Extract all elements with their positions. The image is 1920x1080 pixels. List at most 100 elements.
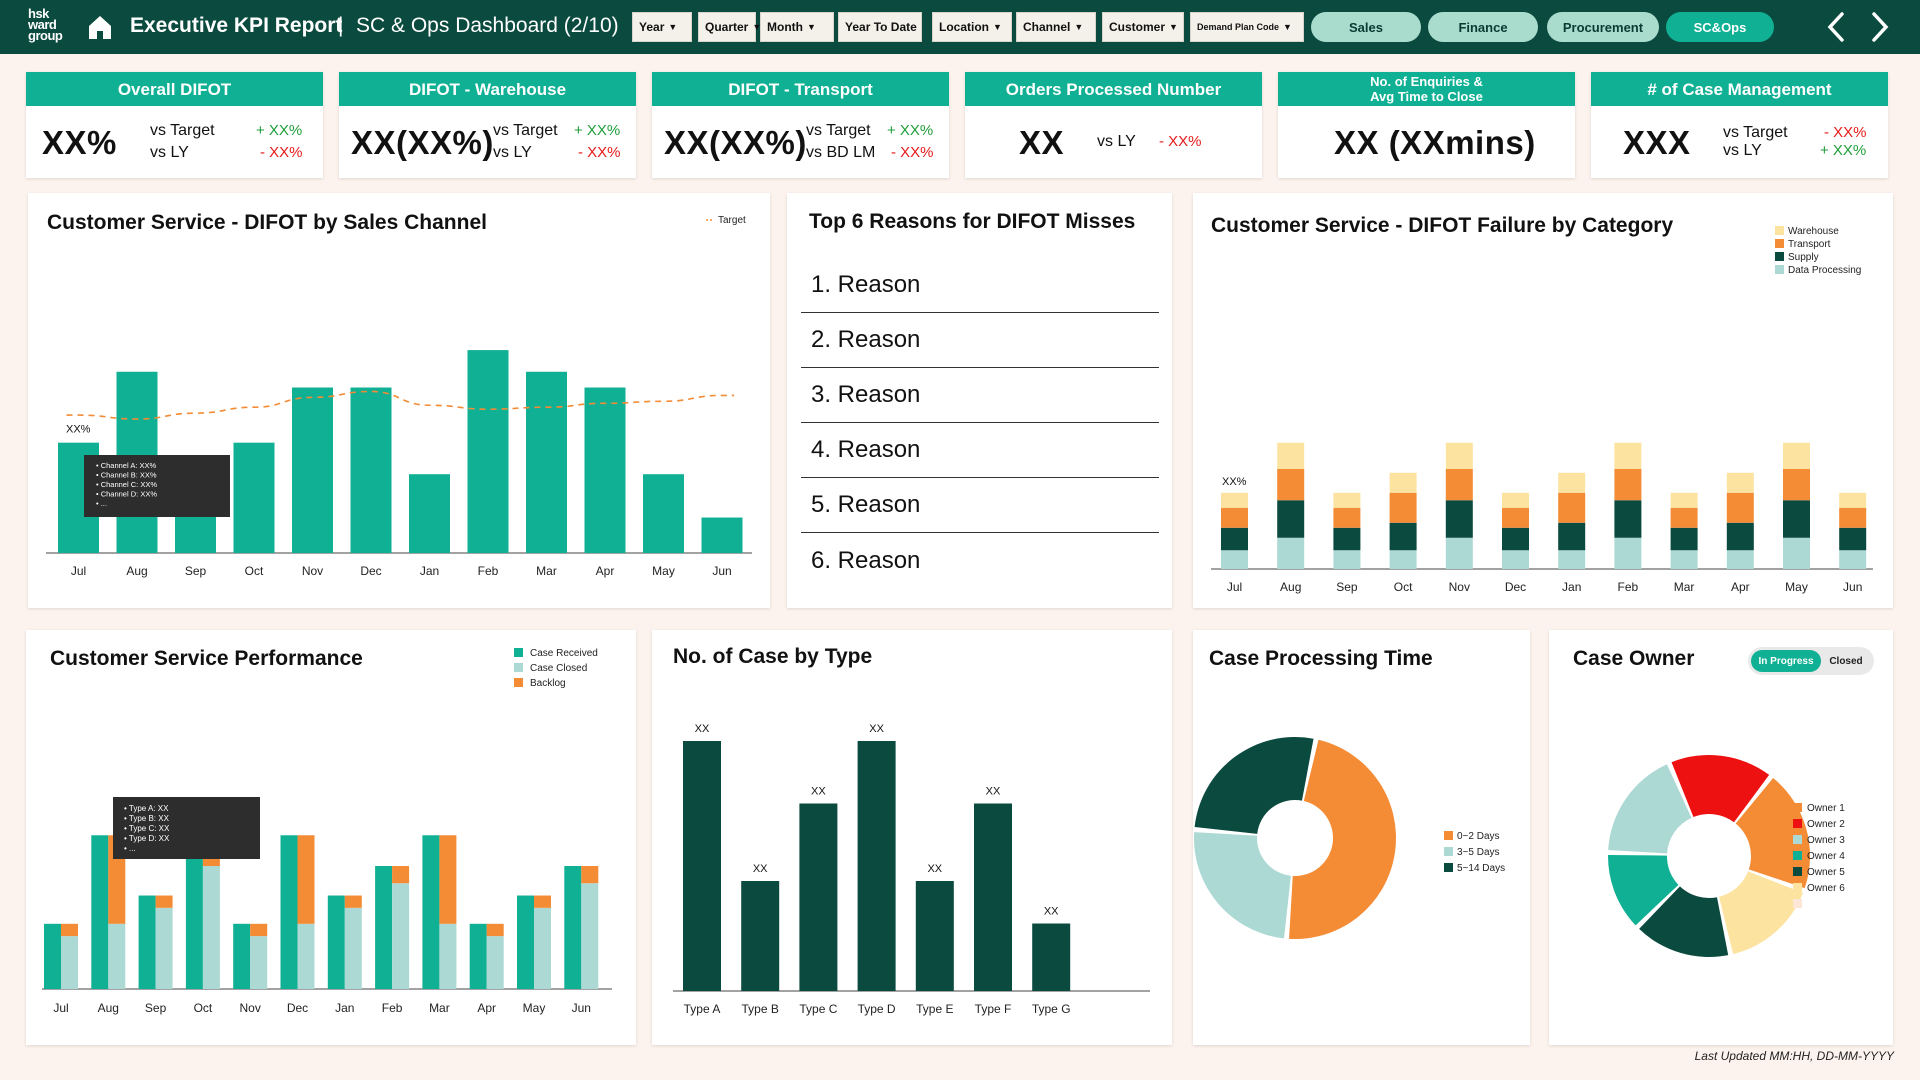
filter-month[interactable]: Month ▼ [760,12,834,42]
bar-case-received [375,866,393,989]
bar-segment-warehouse [1502,492,1529,508]
chevron-left-icon[interactable] [1822,10,1852,44]
bar-case-received [422,835,440,989]
case-owner-chart: Owner 1 Owner 2 Owner 3 Owner 4 Owner 5 Owner… [1608,755,1845,957]
bar-segment-transport [1783,469,1810,501]
bar-backlog [297,835,315,924]
bar-dec [350,387,392,553]
kpi-delta: - XX% [891,144,934,161]
chevron-right-icon[interactable] [1864,10,1894,44]
tick-label: Apr [596,564,615,578]
case-owner-toggle[interactable]: In Progress Closed [1748,647,1874,675]
bar-oct [233,442,275,553]
bar-segment-supply [1839,527,1867,551]
nav-tab-sales[interactable]: Sales [1311,12,1421,42]
bar-backlog [61,923,78,937]
legend-label: Backlog [530,678,566,689]
toggle-closed[interactable]: Closed [1829,655,1863,667]
bar-case-closed [581,883,599,989]
legend-swatch [1444,847,1453,856]
kpi-title: Orders Processed Number [965,72,1262,106]
processing-slice-3 [1194,737,1314,834]
filter-demand-plan-code[interactable]: Demand Plan Code ▼ [1190,12,1304,42]
bar-case-closed [534,907,551,989]
data-label: XX [927,863,942,875]
tick-label: Type F [975,1002,1012,1016]
bar-segment-warehouse [1389,472,1417,493]
bar-segment-data-processing [1333,550,1361,569]
bar-segment-supply [1389,522,1417,551]
tick-label: Feb [478,564,499,578]
legend-label: Warehouse [1788,226,1839,237]
legend-swatch-extra [1793,899,1802,908]
bar-segment-data-processing [1558,550,1586,569]
legend-swatch [1775,265,1784,274]
filter-label: Location [939,20,989,34]
home-icon[interactable] [86,13,114,41]
tick-label: Jul [1227,580,1242,594]
bar-case-received [91,835,109,989]
bar-case-received [138,895,156,989]
tick-label: May [1785,580,1808,594]
bar-backlog [392,866,410,884]
legend-swatch [1793,867,1802,876]
filter-customer[interactable]: Customer ▼ [1102,12,1184,42]
toggle-in-progress[interactable]: In Progress [1751,650,1821,672]
bar-segment-data-processing [1614,537,1642,569]
tick-label: Jan [335,1001,354,1015]
bar-case-received [564,866,582,989]
reason-item: 6. Reason [811,546,921,574]
caret-down-icon: ▼ [993,22,1002,32]
legend-label: 0~2 Days [1457,831,1500,842]
kpi-label: vs Target [493,122,558,139]
tick-label: Sep [1336,580,1358,594]
bar-segment-supply [1726,522,1754,551]
filter-label: Demand Plan Code [1197,22,1280,32]
tick-label: Apr [1731,580,1750,594]
kpi-value: XX% [42,124,117,161]
data-label: XX [1044,906,1059,918]
bar-segment-warehouse [1726,472,1754,493]
bar-segment-transport [1614,469,1642,501]
bar-case-received [280,835,298,989]
nav-tab-scops[interactable]: SC&Ops [1666,12,1774,42]
kpi-label: vs BD LM [806,144,876,161]
title-separator: | [338,14,344,37]
logo-line: hsk [28,6,49,21]
filter-quarter[interactable]: Quarter ▼ [698,12,761,42]
chart-title: Customer Service - DIFOT Failure by Cate… [1211,214,1674,237]
bar-segment-data-processing [1445,537,1473,569]
bar-segment-data-processing [1502,550,1529,569]
cs-performance-chart: Jul Aug Sep Oct Nov Dec Jan Feb Mar Apr May Jun Case… [42,648,612,1015]
bar-segment-data-processing [1670,550,1698,569]
kpi-value: XX(XX%) [351,124,494,161]
legend-label: Owner 1 [1807,803,1845,814]
caret-down-icon: ▼ [1283,22,1292,32]
chart-title: No. of Case by Type [673,645,873,668]
chart-title: Case Processing Time [1209,647,1433,670]
tick-label: Type G [1032,1002,1071,1016]
legend-swatch [1793,851,1802,860]
kpi-title-line: No. of Enquiries & [1370,74,1483,89]
nav-tab-procurement[interactable]: Procurement [1547,12,1659,42]
filter-channel[interactable]: Channel ▼ [1016,12,1096,42]
tooltip-line: • ... [96,499,107,508]
bar-segment-data-processing [1389,550,1417,569]
bar-backlog [344,895,362,908]
tick-label: Apr [477,1001,496,1015]
legend-label: Data Processing [1788,265,1861,276]
kpi-title: # of Case Management [1591,72,1888,106]
filter-year[interactable]: Year ▼ [632,12,692,42]
kpi-label: vs Target [150,122,215,139]
panel-case-processing-time: Case Processing Time 0~2 Days 3~5 Days 5~1… [1193,630,1530,1045]
filter-location[interactable]: Location ▼ [932,12,1012,42]
bar-segment-warehouse [1445,442,1473,469]
legend-label: Owner 3 [1807,835,1845,846]
filter-year-to-date[interactable]: Year To Date [838,12,922,42]
bar-segment-data-processing [1277,537,1305,569]
bar-case-closed [344,907,362,989]
legend-swatch [1775,226,1784,235]
nav-tab-finance[interactable]: Finance [1428,12,1538,42]
reason-item: 2. Reason [801,313,1159,368]
